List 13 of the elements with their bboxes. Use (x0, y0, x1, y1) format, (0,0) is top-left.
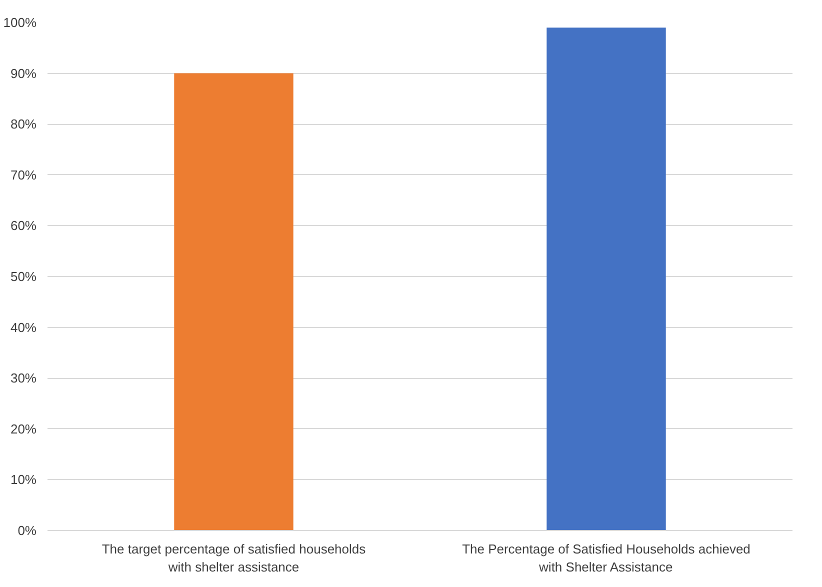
y-tick-label: 30% (10, 370, 37, 386)
y-tick-label: 10% (10, 472, 37, 488)
y-tick-label: 20% (10, 421, 37, 436)
y-tick-label: 0% (18, 523, 37, 538)
y-tick-label: 100% (3, 15, 37, 30)
y-tick-label: 50% (10, 269, 37, 284)
y-tick-label: 70% (10, 167, 37, 182)
x-tick-label: The target percentage of satisfied households with shelter assistance (102, 542, 366, 574)
y-tick-label: 80% (10, 116, 37, 132)
y-tick-label: 90% (10, 66, 37, 81)
x-tick-label: The Percentage of Satisfied Households achieved with Shelter Assistance (462, 542, 750, 574)
y-tick-label: 40% (10, 320, 37, 335)
y-tick-label: 60% (10, 218, 37, 234)
